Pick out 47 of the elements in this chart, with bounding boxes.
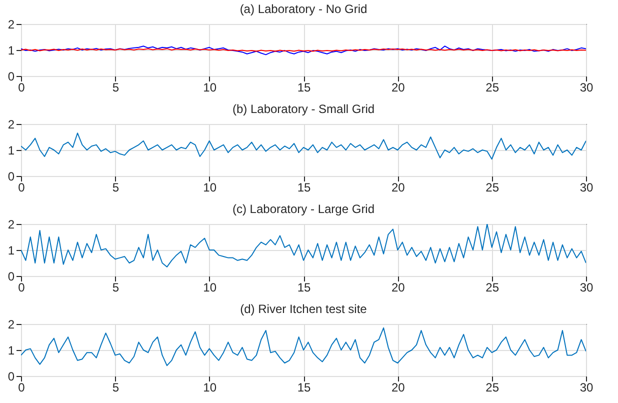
y-tick-label: 2 <box>8 118 15 132</box>
y-tick-label: 0 <box>8 170 15 184</box>
x-tick-label: 30 <box>580 80 594 94</box>
x-tick-label: 30 <box>580 280 594 294</box>
x-tick-label: 25 <box>486 180 500 194</box>
y-tick-label: 0 <box>8 370 15 384</box>
x-tick-label: 15 <box>297 80 311 94</box>
y-tick-label: 0 <box>8 270 15 284</box>
chart-title: (d) River Itchen test site <box>240 302 368 316</box>
x-tick-label: 30 <box>580 180 594 194</box>
x-tick-label: 0 <box>18 380 26 394</box>
x-tick-label: 15 <box>297 180 311 194</box>
x-tick-label: 5 <box>112 280 120 294</box>
x-tick-label: 0 <box>18 280 26 294</box>
y-tick-label: 2 <box>8 318 15 332</box>
line-series <box>21 132 586 160</box>
x-tick-label: 0 <box>18 180 26 194</box>
x-tick-label: 5 <box>112 180 120 194</box>
x-tick-label: 10 <box>203 180 217 194</box>
chart-title: (c) Laboratory - Large Grid <box>232 202 375 216</box>
x-tick-label: 5 <box>112 380 120 394</box>
x-tick-label: 20 <box>391 380 406 394</box>
x-tick-label: 10 <box>203 80 217 94</box>
x-tick-label: 20 <box>391 280 406 294</box>
x-tick-label: 10 <box>203 280 217 294</box>
x-tick-label: 25 <box>486 380 500 394</box>
y-tick-label: 1 <box>8 44 15 58</box>
line-series <box>21 327 586 366</box>
line-series <box>21 46 586 56</box>
y-tick-label: 0 <box>8 70 15 84</box>
x-tick-label: 25 <box>486 80 500 94</box>
chart-title: (b) Laboratory - Small Grid <box>232 102 375 116</box>
x-tick-label: 10 <box>203 380 217 394</box>
x-tick-label: 25 <box>486 280 500 294</box>
y-tick-label: 1 <box>8 344 15 358</box>
x-tick-label: 20 <box>391 80 406 94</box>
x-tick-label: 0 <box>18 80 26 94</box>
y-tick-label: 1 <box>8 244 15 258</box>
y-tick-label: 2 <box>8 18 15 32</box>
chart-title: (a) Laboratory - No Grid <box>240 2 368 16</box>
y-tick-label: 2 <box>8 218 15 232</box>
x-tick-label: 15 <box>297 280 311 294</box>
y-tick-label: 1 <box>8 144 15 158</box>
x-tick-label: 15 <box>297 380 311 394</box>
x-tick-label: 5 <box>112 80 120 94</box>
x-tick-label: 30 <box>580 380 594 394</box>
x-tick-label: 20 <box>391 180 406 194</box>
